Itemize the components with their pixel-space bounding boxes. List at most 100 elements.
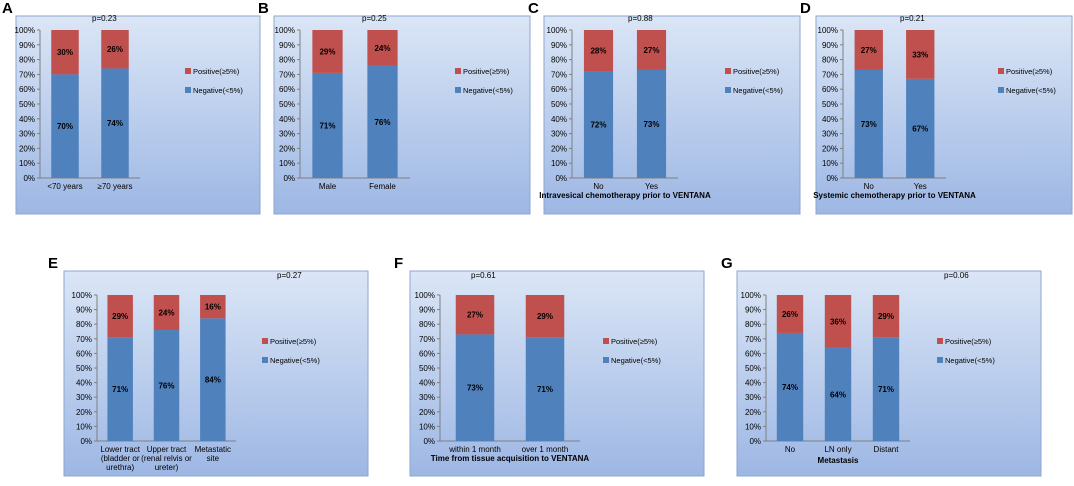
legend-swatch <box>262 338 268 344</box>
y-tick-label: 0% <box>555 174 567 183</box>
y-tick-label: 30% <box>822 130 838 139</box>
y-tick-label: 30% <box>745 393 761 402</box>
legend-label: Negative(<5%) <box>463 86 513 95</box>
y-tick-label: 70% <box>822 70 838 79</box>
data-label-positive: 24% <box>158 309 174 318</box>
bar-negative <box>583 71 614 178</box>
x-tick-label: Yes <box>914 182 927 191</box>
y-tick-label: 0% <box>283 174 295 183</box>
y-tick-label: 10% <box>279 159 295 168</box>
panel-a: A 0% 10% 20% 30% 40% 50% 60% 70% 80% 90% 100% 70% 30%… <box>0 0 262 216</box>
legend-label: Positive(≥5%) <box>733 67 780 76</box>
bar-positive <box>854 30 883 70</box>
legend-label: Positive(≥5%) <box>945 337 992 346</box>
panel-f: F 0% 10% 20% 30% 40% 50% 60% 70% 80% 90% 100% 73% 27%… <box>394 255 706 478</box>
y-tick-label: 50% <box>279 100 295 109</box>
data-label-positive: 27% <box>643 46 659 55</box>
y-tick-label: 20% <box>279 144 295 153</box>
legend-swatch <box>937 357 943 363</box>
y-tick-label: 40% <box>19 115 35 124</box>
x-tick-label: within 1 month <box>448 445 501 454</box>
chart-svg: 0% 10% 20% 30% 40% 50% 60% 70% 80% 90% 100% 73% 27% w… <box>409 270 705 477</box>
y-tick-label: 70% <box>19 70 35 79</box>
data-label-positive: 28% <box>590 47 606 56</box>
y-tick-label: 60% <box>419 349 435 358</box>
data-label-positive: 26% <box>782 310 798 319</box>
x-tick-label: over 1 month <box>522 445 569 454</box>
bar-positive <box>153 295 180 331</box>
y-tick-label: 40% <box>822 115 838 124</box>
bar-negative <box>200 318 226 441</box>
y-tick-label: 90% <box>279 41 295 50</box>
panel-b: B 0% 10% 20% 30% 40% 50% 60% 70% 80% 90% 100% 71% 29%… <box>258 0 532 216</box>
y-tick-label: 60% <box>822 85 838 94</box>
x-tick-label: Female <box>369 182 396 191</box>
legend-swatch <box>725 87 731 93</box>
y-tick-label: 90% <box>19 41 35 50</box>
y-tick-label: 10% <box>419 422 435 431</box>
bar-positive <box>367 30 398 66</box>
legend-label: Positive(≥5%) <box>193 67 240 76</box>
p-value-label: p=0.25 <box>362 14 387 23</box>
y-tick-label: 30% <box>76 393 92 402</box>
bar-negative <box>153 330 180 441</box>
y-tick-label: 60% <box>551 85 567 94</box>
chart-svg: 0% 10% 20% 30% 40% 50% 60% 70% 80% 90% 100% 72% 28% N… <box>539 14 801 215</box>
panel-c: C 0% 10% 20% 30% 40% 50% 60% 70% 80% 90% 100% 72% 28%… <box>528 0 802 216</box>
x-tick-label: No <box>785 445 796 454</box>
x-tick-label: LN only <box>824 445 851 454</box>
data-label-positive: 33% <box>912 50 928 59</box>
legend-swatch <box>937 338 943 344</box>
data-label-negative: 71% <box>537 385 553 394</box>
y-tick-label: 40% <box>419 379 435 388</box>
legend-swatch <box>603 357 609 363</box>
x-tick-label: Upper tract (renal relvis or ureter) <box>141 445 192 472</box>
y-tick-label: 10% <box>19 159 35 168</box>
data-label-positive: 29% <box>878 312 894 321</box>
legend-swatch <box>725 68 731 74</box>
y-tick-label: 50% <box>19 100 35 109</box>
x-axis-title: Systemic chemotherapy prior to VENTANA <box>813 191 976 200</box>
y-tick-label: 70% <box>76 335 92 344</box>
bar-positive <box>872 295 900 338</box>
bar-negative <box>854 69 883 178</box>
x-tick-label: Metastatic site <box>195 445 231 463</box>
panel-d: D 0% 10% 20% 30% 40% 50% 60% 70% 80% 90% 100% 73% 27%… <box>800 0 1074 216</box>
y-tick-label: 60% <box>19 85 35 94</box>
p-value-label: p=0.23 <box>92 14 117 23</box>
data-label-positive: 27% <box>861 46 877 55</box>
bar-positive <box>525 295 565 338</box>
y-tick-label: 100% <box>818 26 838 35</box>
y-tick-label: 100% <box>15 26 35 35</box>
y-tick-label: 20% <box>419 408 435 417</box>
panel-letter: A <box>2 0 13 17</box>
bar-positive <box>107 295 133 338</box>
y-tick-label: 10% <box>551 159 567 168</box>
bar-negative <box>636 69 667 178</box>
bar-positive <box>636 30 667 70</box>
x-tick-label: No <box>593 182 604 191</box>
y-tick-label: 40% <box>76 379 92 388</box>
bar-negative <box>776 332 804 441</box>
data-label-negative: 73% <box>861 120 877 129</box>
data-label-negative: 71% <box>112 385 128 394</box>
data-label-negative: 76% <box>158 382 174 391</box>
legend-label: Negative(<5%) <box>611 356 661 365</box>
y-tick-label: 50% <box>822 100 838 109</box>
y-tick-label: 0% <box>80 437 92 446</box>
x-axis-title: Time from tissue acquisition to VENTANA <box>431 454 590 463</box>
y-tick-label: 30% <box>19 130 35 139</box>
bar-positive <box>776 295 804 333</box>
bar-negative <box>51 74 79 178</box>
legend-label: Negative(<5%) <box>1006 86 1056 95</box>
legend-label: Negative(<5%) <box>733 86 783 95</box>
y-tick-label: 30% <box>551 130 567 139</box>
bar-positive <box>906 30 935 79</box>
x-tick-label: No <box>864 182 875 191</box>
data-label-positive: 27% <box>467 311 483 320</box>
y-tick-label: 10% <box>822 159 838 168</box>
y-tick-label: 80% <box>279 56 295 65</box>
bar-negative <box>525 337 565 441</box>
bar-positive <box>101 30 129 69</box>
data-label-negative: 73% <box>467 384 483 393</box>
